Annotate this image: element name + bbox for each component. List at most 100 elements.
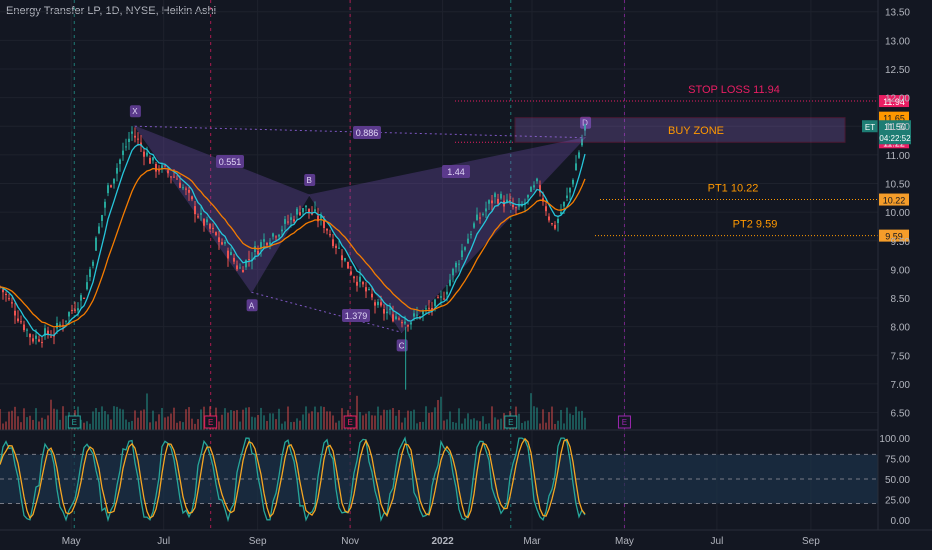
volume-bar: [482, 416, 484, 430]
candle-body: [101, 214, 103, 221]
volume-bar: [146, 393, 148, 430]
volume-bar: [338, 420, 340, 430]
volume-bar: [377, 406, 379, 430]
candle-body: [77, 308, 79, 311]
candle-body: [2, 289, 4, 293]
candle-body: [551, 223, 553, 225]
volume-bar: [296, 418, 298, 430]
candle-body: [347, 261, 349, 269]
volume-bar: [416, 423, 418, 430]
candle-body: [341, 255, 343, 261]
pattern-ratio-label: 0.551: [219, 157, 242, 167]
candle-body: [482, 213, 484, 215]
volume-bar: [503, 413, 505, 430]
candle-body: [248, 259, 250, 261]
volume-bar: [320, 406, 322, 430]
grid: [0, 0, 878, 530]
volume-bar: [323, 406, 325, 430]
volume-bar: [368, 411, 370, 430]
candle-body: [404, 321, 406, 324]
candle-body: [467, 238, 469, 244]
candle-body: [371, 293, 373, 298]
stoch-line: [0, 436, 586, 523]
volume-bar: [155, 421, 157, 430]
volume-bar: [359, 412, 361, 430]
candle-body: [95, 237, 97, 251]
volume-bar: [434, 407, 436, 430]
volume-bar: [224, 408, 226, 430]
volume-bar: [287, 406, 289, 430]
volume-bar: [413, 409, 415, 430]
candle-body: [74, 309, 76, 311]
candle-body: [290, 217, 292, 221]
candle-body: [110, 185, 112, 188]
candle-body: [407, 325, 409, 327]
volume-bar: [566, 407, 568, 430]
volume-bar: [113, 406, 115, 430]
volume-bar: [584, 417, 586, 430]
volume-bar: [425, 406, 427, 430]
candle-body: [146, 152, 148, 156]
volume-bar: [563, 423, 565, 430]
volume-bar: [461, 423, 463, 430]
volume-bar: [401, 422, 403, 430]
candle-body: [527, 194, 529, 198]
volume-bar: [239, 421, 241, 430]
candle-body: [275, 236, 277, 238]
candle-body: [362, 281, 364, 285]
candle-body: [350, 271, 352, 275]
candle-body: [269, 242, 271, 245]
candle-body: [140, 142, 142, 146]
volume-bar: [272, 413, 274, 430]
level-label: STOP LOSS 11.94: [688, 84, 780, 96]
volume-bar: [536, 407, 538, 430]
volume-bar: [266, 420, 268, 430]
candle-body: [380, 302, 382, 306]
symbol-tag: [862, 120, 878, 133]
volume-bar: [161, 407, 163, 430]
volume-bar: [20, 422, 22, 430]
candle-body: [431, 308, 433, 310]
time-tick-label: Jul: [711, 536, 724, 547]
candle-body: [434, 299, 436, 306]
volume-bar: [524, 421, 526, 430]
candle-body: [113, 178, 115, 184]
volume-bar: [404, 417, 406, 430]
volume-bar: [467, 413, 469, 430]
level-price-tag-text: 9.59: [885, 232, 903, 242]
candle-body: [233, 257, 235, 262]
candle-body: [14, 310, 16, 316]
candle-body: [428, 307, 430, 309]
harmonic-pattern: X A B C D 0.551 0.886 1.44 1.379: [129, 105, 592, 352]
volume-bar: [122, 409, 124, 430]
stoch-tick-label: 75.00: [885, 455, 910, 466]
volume-bar: [185, 409, 187, 430]
candle-body: [173, 176, 175, 178]
time-tick-label: May: [615, 536, 634, 547]
symbol-tag-text: ET: [865, 123, 875, 132]
volume-bar: [134, 410, 136, 430]
volume-bar: [86, 421, 88, 430]
candle-body: [143, 151, 145, 157]
volume-bar: [92, 411, 94, 430]
candle-body: [128, 138, 130, 143]
volume-bar: [464, 418, 466, 430]
candle-body: [17, 318, 19, 322]
volume-bar: [560, 409, 562, 430]
price-tick-label: 10.50: [885, 180, 910, 191]
volume-bar: [197, 419, 199, 430]
candle-body: [44, 328, 46, 336]
volume-bar: [263, 415, 265, 430]
volume-bar: [59, 419, 61, 430]
candle-body: [32, 338, 34, 342]
volume-bar: [101, 406, 103, 430]
volume-bar: [479, 421, 481, 430]
volume-bar: [290, 422, 292, 430]
candle-body: [299, 212, 301, 216]
candle-body: [170, 176, 172, 178]
volume-bar: [137, 417, 139, 430]
candle-body: [323, 220, 325, 229]
candle-body: [449, 279, 451, 286]
